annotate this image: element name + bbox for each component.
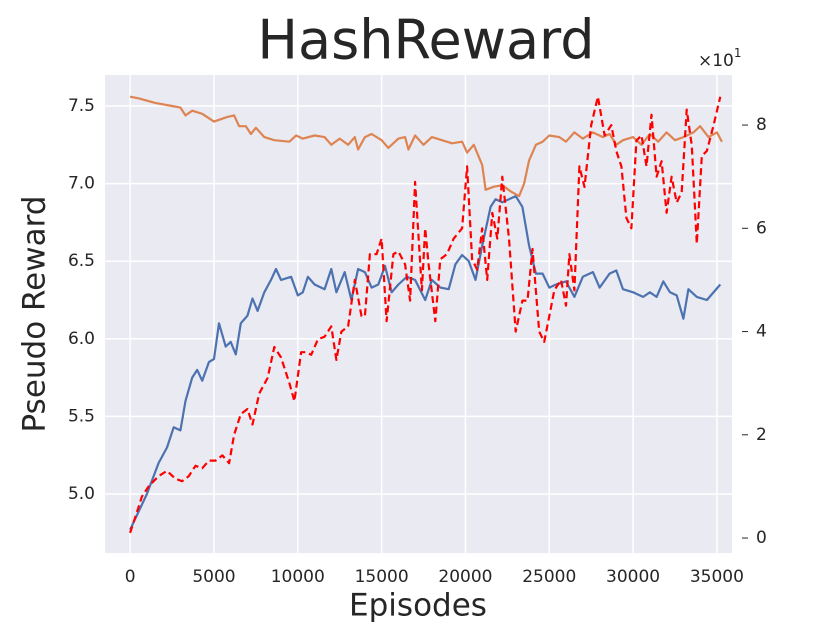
offset-label: ×101 <box>698 46 742 72</box>
series-line <box>129 95 723 198</box>
y-tick-label: 5.0 <box>68 484 95 504</box>
y-tick-label: 6.5 <box>68 251 95 271</box>
y2-tick-label: 8 <box>756 115 767 135</box>
x-tick-label: 30000 <box>606 567 660 587</box>
x-tick-label: 35000 <box>690 567 744 587</box>
plot-background <box>105 75 732 553</box>
x-tick-label: 5000 <box>192 567 235 587</box>
x-tick-label: 10000 <box>271 567 325 587</box>
series-line <box>129 95 722 534</box>
offset-base: ×10 <box>698 51 734 71</box>
y2-tick-label: 4 <box>756 322 767 342</box>
y-tick-label: 7.5 <box>68 96 95 116</box>
y2-tick-label: 2 <box>756 425 767 445</box>
x-tick-label: 0 <box>125 567 136 587</box>
y2-tick-label: 0 <box>756 528 767 548</box>
x-tick-label: 25000 <box>522 567 576 587</box>
y-tick-label: 5.5 <box>68 406 95 426</box>
chart-title: HashReward <box>257 9 594 72</box>
x-tick-label: 15000 <box>355 567 409 587</box>
y-tick-label: 7.0 <box>68 174 95 194</box>
y-axis-label: Pseudo Reward <box>17 196 53 433</box>
y2-tick-label: 6 <box>756 218 767 238</box>
y-tick-label: 6.0 <box>68 329 95 349</box>
offset-exponent: 1 <box>734 46 742 60</box>
x-tick-label: 20000 <box>438 567 492 587</box>
x-axis-label: Episodes <box>349 588 487 623</box>
